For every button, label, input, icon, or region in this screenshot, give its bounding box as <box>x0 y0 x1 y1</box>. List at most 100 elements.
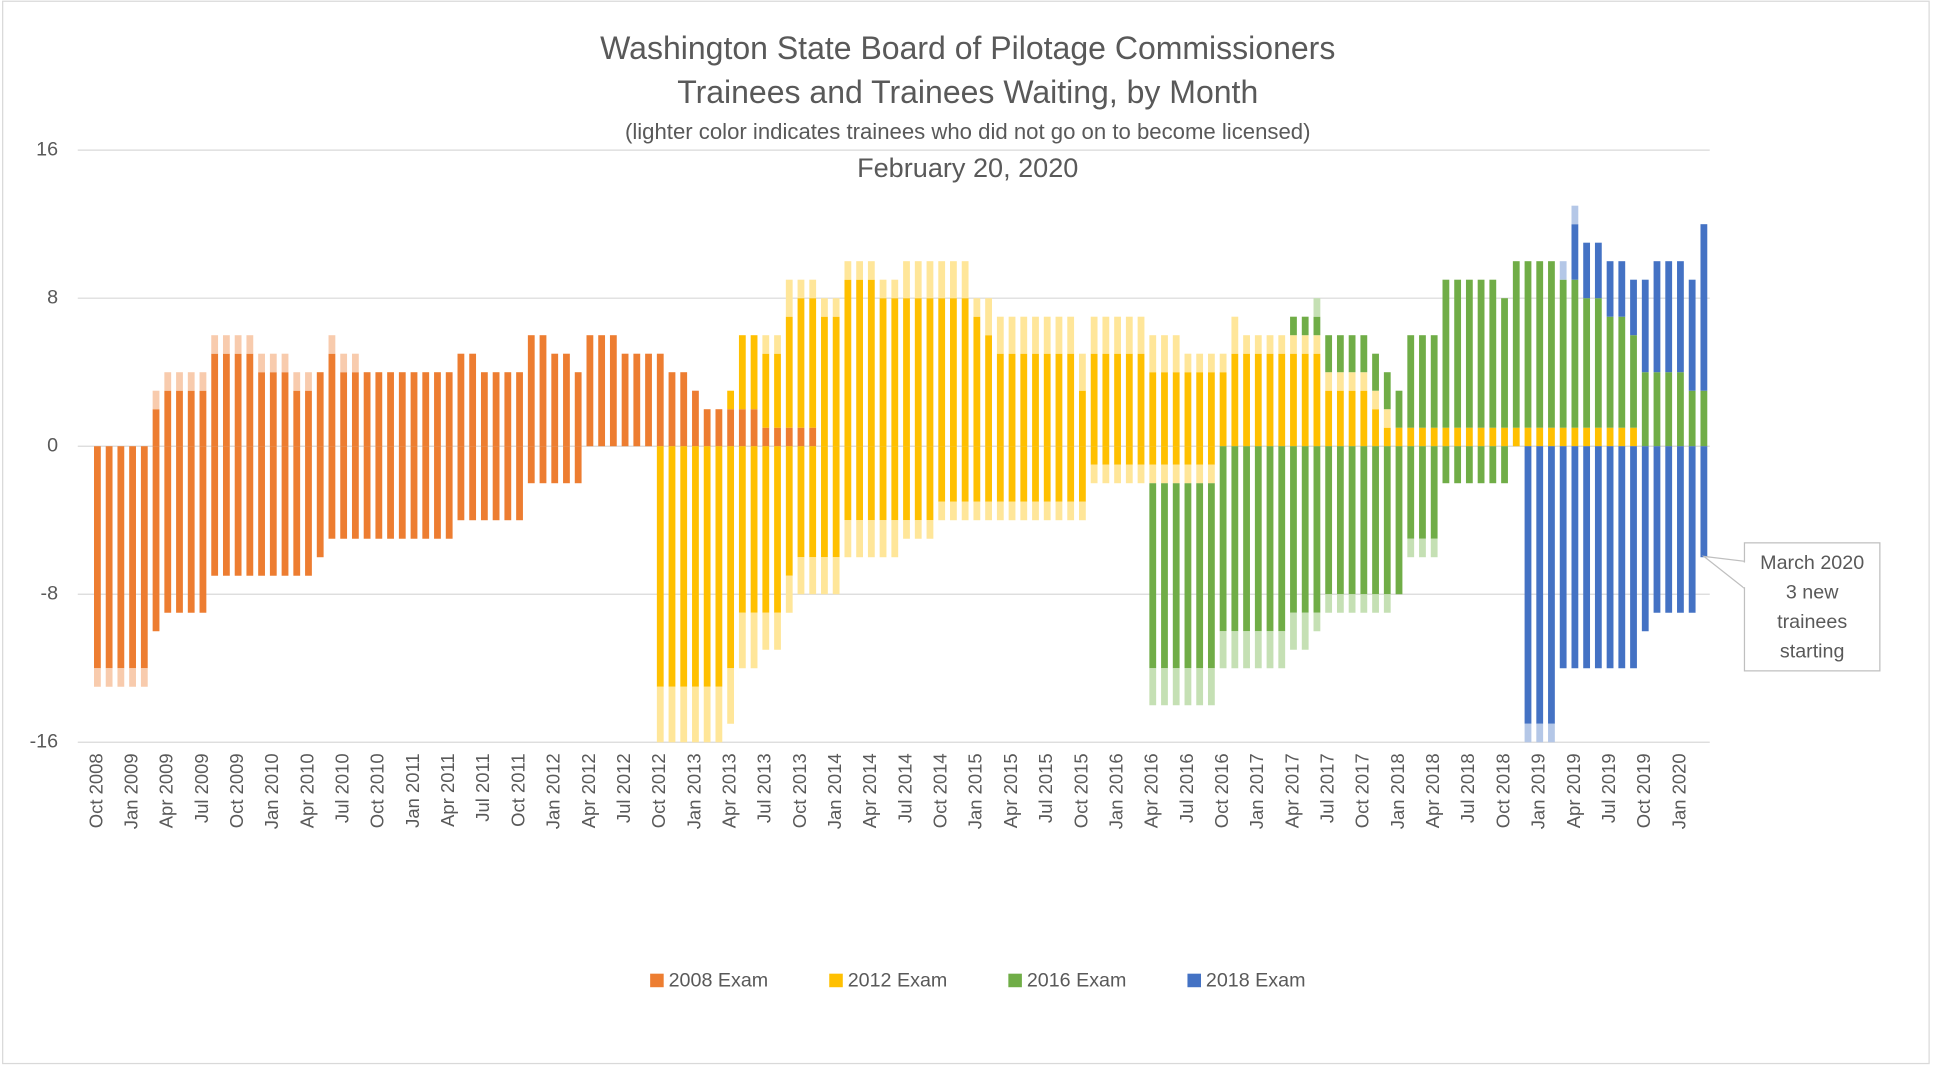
bar-segment <box>1290 353 1297 447</box>
bar-segment <box>1102 464 1110 484</box>
bar-segment <box>1313 446 1321 613</box>
bar-segment <box>234 353 242 447</box>
x-tick-label: Apr 2009 <box>156 753 177 828</box>
bar-segment <box>914 520 922 539</box>
bar-segment <box>1583 242 1591 299</box>
bar-segment <box>680 686 688 743</box>
bar-segment <box>1454 427 1462 447</box>
bar-segment <box>1043 501 1051 521</box>
bar-segment <box>187 372 195 391</box>
bar-segment <box>1301 353 1309 447</box>
bar-segment <box>1184 483 1192 669</box>
bar-segment <box>1606 261 1614 317</box>
bar-segment <box>340 372 348 447</box>
bar-segment <box>1184 353 1192 373</box>
bar-segment <box>117 446 125 669</box>
bar-segment <box>738 409 746 447</box>
bar-segment <box>410 372 418 447</box>
bar-segment <box>1559 279 1567 428</box>
bar-segment <box>434 372 441 447</box>
bar-segment <box>1372 594 1379 613</box>
bar-segment <box>1231 316 1239 354</box>
bar-segment <box>1290 316 1297 336</box>
bar-segment <box>785 575 793 613</box>
bar-segment <box>164 372 172 391</box>
bar-segment <box>1348 594 1356 613</box>
bar-segment <box>1653 372 1661 447</box>
x-tick-label: Jul 2010 <box>332 753 353 823</box>
bar-segment <box>140 446 148 669</box>
x-tick-label: Apr 2010 <box>296 753 317 828</box>
bar-segment <box>586 335 594 447</box>
annotation-text: starting <box>1780 641 1845 663</box>
bar-segment <box>985 446 992 502</box>
bar-segment <box>1594 242 1602 299</box>
bar-segment <box>1325 446 1333 595</box>
bar-segment <box>867 261 875 280</box>
x-tick-label: Oct 2008 <box>85 753 106 828</box>
x-tick-label: Oct 2010 <box>367 753 388 828</box>
x-tick-label: Jul 2011 <box>472 753 493 821</box>
bar-segment <box>1067 316 1075 354</box>
bar-segment <box>234 446 242 576</box>
chart-date: February 20, 2020 <box>857 152 1078 183</box>
bar-segment <box>961 298 969 447</box>
x-tick-label: Apr 2015 <box>1000 753 1021 828</box>
bar-segment <box>211 446 219 576</box>
bar-segment <box>1571 279 1579 428</box>
x-tick-label: Jan 2016 <box>1105 753 1126 829</box>
bar-segment <box>809 279 817 299</box>
bar-segment <box>1078 446 1086 502</box>
bar-segment <box>598 335 606 447</box>
bar-segment <box>1407 446 1415 539</box>
bar-segment <box>1348 446 1356 595</box>
bar-segment <box>1219 372 1227 447</box>
bar-segment <box>1008 501 1016 521</box>
bar-segment <box>996 446 1004 502</box>
bar-segment <box>856 446 864 521</box>
bar-segment <box>1055 353 1063 447</box>
bar-segment <box>1653 261 1661 373</box>
bar-segment <box>504 372 512 447</box>
bar-segment <box>480 372 488 447</box>
bar-segment <box>1512 261 1520 428</box>
bar-segment <box>844 279 852 447</box>
legend-swatch <box>829 973 843 988</box>
bar-segment <box>867 279 875 447</box>
bar-segment <box>1688 279 1696 391</box>
bar-segment <box>293 372 301 391</box>
bar-segment <box>727 668 735 724</box>
x-tick-label: Jul 2012 <box>613 753 634 823</box>
bar-segment <box>1630 427 1637 447</box>
bar-segment <box>926 298 934 447</box>
bar-segment <box>1641 279 1649 373</box>
bar-segment <box>1641 372 1649 447</box>
bar-segment <box>1501 298 1508 428</box>
x-tick-label: Jan 2011 <box>402 753 423 828</box>
bar-segment <box>539 335 547 447</box>
bar-segment <box>821 316 828 447</box>
bar-segment <box>750 409 758 447</box>
bar-segment <box>1501 446 1508 484</box>
bar-segment <box>1207 446 1215 465</box>
bar-segment <box>527 335 535 447</box>
bar-segment <box>1594 446 1602 669</box>
bar-segment <box>762 612 770 650</box>
bar-segment <box>1465 427 1473 447</box>
bar-segment <box>1372 409 1379 447</box>
bar-segment <box>1008 316 1016 354</box>
bar-segment <box>621 353 629 447</box>
bar-segment <box>1383 427 1391 447</box>
bar-segment <box>445 446 453 539</box>
bar-segment <box>1043 316 1051 354</box>
bar-segment <box>328 446 336 539</box>
bar-segment <box>1254 631 1262 669</box>
x-tick-label: Apr 2018 <box>1422 753 1443 828</box>
bar-segment <box>1618 446 1626 669</box>
bar-segment <box>1149 446 1157 465</box>
bar-segment <box>258 353 265 373</box>
bar-segment <box>914 298 922 447</box>
bar-segment <box>1290 612 1297 650</box>
bar-segment <box>1020 353 1028 447</box>
bar-segment <box>281 353 289 373</box>
